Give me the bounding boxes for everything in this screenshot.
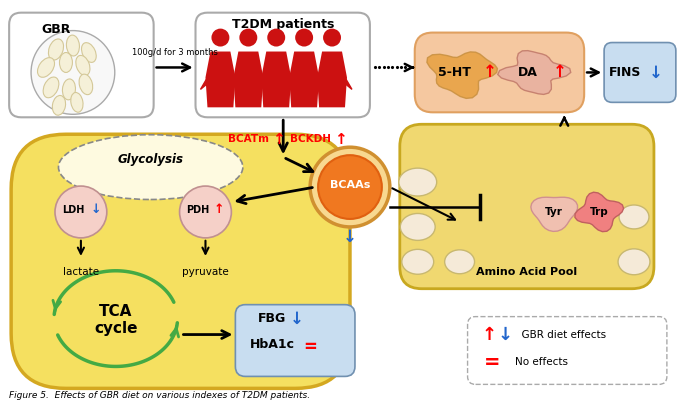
- Text: ↓: ↓: [649, 63, 663, 81]
- Text: =: =: [303, 337, 317, 355]
- Text: pyruvate: pyruvate: [182, 267, 229, 277]
- Polygon shape: [289, 52, 319, 107]
- Text: Amino Acid Pool: Amino Acid Pool: [476, 267, 577, 277]
- Circle shape: [179, 186, 232, 238]
- Polygon shape: [228, 77, 240, 90]
- Text: Tyr: Tyr: [545, 207, 563, 217]
- FancyBboxPatch shape: [9, 13, 153, 117]
- FancyBboxPatch shape: [236, 305, 355, 376]
- Text: ↓: ↓: [90, 204, 101, 217]
- Circle shape: [318, 155, 382, 219]
- Ellipse shape: [399, 168, 436, 196]
- Polygon shape: [234, 52, 263, 107]
- Polygon shape: [284, 77, 296, 90]
- Text: cycle: cycle: [94, 321, 138, 336]
- Text: ↑: ↑: [213, 204, 224, 217]
- Ellipse shape: [38, 58, 55, 77]
- Ellipse shape: [43, 77, 59, 98]
- Polygon shape: [575, 192, 623, 232]
- FancyBboxPatch shape: [11, 134, 350, 388]
- Text: ↑: ↑: [482, 63, 497, 81]
- Ellipse shape: [58, 135, 243, 199]
- Polygon shape: [427, 52, 497, 98]
- Text: Glycolysis: Glycolysis: [118, 153, 184, 166]
- Ellipse shape: [445, 250, 475, 274]
- Text: BCATm: BCATm: [228, 134, 269, 144]
- Text: ↓: ↓: [498, 326, 513, 344]
- Ellipse shape: [71, 92, 83, 112]
- Ellipse shape: [400, 213, 435, 241]
- Text: BCAAs: BCAAs: [329, 180, 370, 190]
- Polygon shape: [261, 52, 291, 107]
- Ellipse shape: [66, 35, 79, 56]
- Text: ↑: ↑: [334, 132, 347, 147]
- FancyBboxPatch shape: [414, 33, 584, 112]
- Text: ↑: ↑: [272, 132, 284, 147]
- Text: ↓: ↓: [290, 310, 304, 328]
- Text: ↑: ↑: [552, 63, 566, 81]
- Polygon shape: [256, 77, 269, 90]
- Text: 5-HT: 5-HT: [438, 66, 471, 79]
- Text: No effects: No effects: [515, 357, 569, 368]
- Circle shape: [295, 28, 313, 46]
- FancyBboxPatch shape: [604, 43, 676, 102]
- Circle shape: [212, 28, 229, 46]
- Ellipse shape: [60, 53, 73, 72]
- Polygon shape: [206, 52, 236, 107]
- FancyBboxPatch shape: [195, 13, 370, 117]
- Text: LDH: LDH: [62, 205, 84, 215]
- FancyBboxPatch shape: [400, 124, 654, 289]
- Polygon shape: [228, 77, 240, 90]
- Text: Trp: Trp: [590, 207, 608, 217]
- Text: TCA: TCA: [99, 304, 132, 319]
- Text: GBR: GBR: [41, 23, 71, 36]
- Text: FBG: FBG: [258, 312, 286, 325]
- Circle shape: [31, 31, 115, 114]
- Ellipse shape: [618, 249, 650, 275]
- Circle shape: [310, 147, 390, 227]
- Text: lactate: lactate: [63, 267, 99, 277]
- Polygon shape: [531, 197, 577, 232]
- Polygon shape: [340, 77, 352, 90]
- Ellipse shape: [76, 55, 90, 76]
- Polygon shape: [498, 50, 571, 94]
- FancyBboxPatch shape: [468, 317, 667, 384]
- Text: =: =: [484, 353, 501, 372]
- Polygon shape: [312, 77, 324, 90]
- Circle shape: [323, 28, 341, 46]
- Polygon shape: [312, 77, 324, 90]
- Text: FINS: FINS: [609, 66, 641, 79]
- Text: PDH: PDH: [186, 205, 209, 215]
- Text: HbA1c: HbA1c: [250, 338, 295, 351]
- Text: 100g/d for 3 months: 100g/d for 3 months: [132, 48, 218, 57]
- Ellipse shape: [619, 205, 649, 229]
- Ellipse shape: [82, 43, 96, 62]
- Circle shape: [239, 28, 258, 46]
- Ellipse shape: [402, 249, 434, 274]
- Polygon shape: [201, 77, 212, 90]
- Text: Figure 5.  Effects of GBR diet on various indexes of T2DM patients.: Figure 5. Effects of GBR diet on various…: [9, 391, 310, 400]
- Ellipse shape: [79, 74, 92, 95]
- Circle shape: [55, 186, 107, 238]
- Ellipse shape: [49, 39, 64, 60]
- Polygon shape: [317, 52, 347, 107]
- Circle shape: [267, 28, 285, 46]
- Polygon shape: [256, 77, 269, 90]
- Text: BCKDH: BCKDH: [290, 134, 331, 144]
- Text: ↑: ↑: [482, 326, 497, 344]
- Text: ↓: ↓: [343, 228, 357, 246]
- Polygon shape: [284, 77, 296, 90]
- Text: GBR diet effects: GBR diet effects: [515, 330, 606, 339]
- Ellipse shape: [52, 96, 66, 115]
- Text: DA: DA: [517, 66, 537, 79]
- Text: T2DM patients: T2DM patients: [232, 18, 334, 31]
- Ellipse shape: [62, 79, 75, 100]
